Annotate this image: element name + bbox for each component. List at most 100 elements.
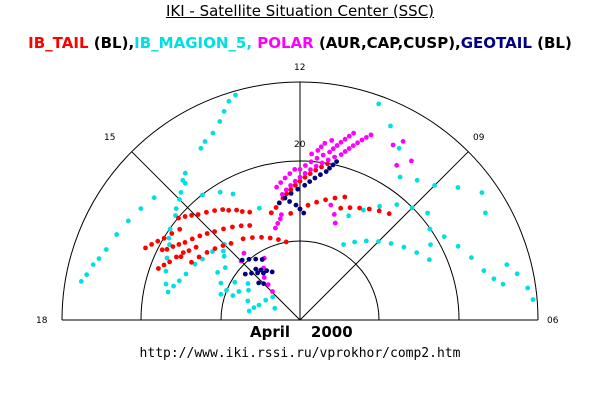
point-ib-magion-5-65 [361,207,366,213]
point-ib-tail-10 [170,244,176,250]
point-geotail-13 [293,202,299,208]
point-polar-38 [318,144,324,150]
point-polar-55 [409,158,414,164]
point-ib-magion-5-96 [200,192,205,198]
point-geotail-3 [295,186,301,192]
point-polar-12 [342,149,348,154]
point-polar-25 [330,146,336,152]
legend-geotail-region: (BL) [531,34,572,52]
legend-ib-tail: IB_TAIL [28,34,89,52]
point-ib-magion-5-1 [270,294,276,300]
point-ib-magion-5-44 [103,247,109,252]
point-ib-magion-5-87 [414,177,420,183]
point-ib-magion-5-35 [177,197,182,202]
point-polar-24 [327,149,332,155]
point-ib-magion-5-9 [236,289,242,294]
source-url[interactable]: http://www.iki.rssi.ru/vprokhor/comp2.ht… [139,346,461,361]
point-polar-14 [350,143,356,149]
polar-grid [61,81,539,321]
point-polar-43 [277,216,283,222]
point-ib-tail-11 [164,246,170,252]
point-geotail-19 [242,271,248,277]
point-polar-44 [279,212,284,218]
point-ib-tail-63 [319,164,324,170]
point-polar-19 [297,166,303,172]
point-ib-tail-25 [212,208,218,214]
point-polar-3 [292,178,298,184]
point-polar-22 [314,155,320,161]
point-ib-magion-5-73 [441,234,447,240]
point-ib-magion-5-38 [180,177,186,183]
point-ib-magion-5-81 [525,285,531,291]
point-ib-magion-5-64 [346,213,351,219]
point-ib-magion-5-23 [183,271,189,277]
point-geotail-26 [258,267,264,273]
point-ib-magion-5-79 [504,262,510,267]
point-ib-magion-5-25 [171,283,177,289]
point-ib-tail-53 [347,205,353,211]
point-ib-magion-5-69 [425,210,430,216]
point-geotail-11 [334,159,339,165]
point-geotail-23 [239,257,245,263]
point-ib-tail-74 [259,234,264,240]
legend-polar: POLAR [252,34,314,52]
point-ib-tail-44 [178,254,184,260]
point-polar-48 [265,282,271,287]
point-polar-7 [313,163,319,169]
point-ib-tail-20 [247,209,253,215]
point-ib-magion-5-47 [84,272,90,278]
point-ib-tail-6 [197,233,203,239]
point-geotail-5 [307,179,313,185]
point-ib-magion-5-18 [221,248,226,254]
point-ib-tail-3 [221,226,226,232]
point-polar-15 [355,140,360,146]
point-ib-tail-70 [189,259,194,265]
point-polar-6 [308,167,313,173]
point-polar-28 [342,136,348,142]
point-ib-magion-5-4 [251,305,257,311]
legend-geotail: GEOTAIL [460,34,532,52]
point-polar-53 [390,142,396,148]
point-ib-magion-5-11 [232,279,238,285]
point-ib-magion-5-14 [218,280,224,286]
point-polar-27 [338,139,344,145]
point-polar-18 [368,132,374,138]
point-polar-36 [309,151,314,157]
point-ib-tail-54 [357,205,362,211]
point-ib-magion-5-84 [479,190,485,196]
mlt-label-18: 18 [36,316,48,326]
mlt-label-12: 12 [294,63,305,73]
point-ib-magion-5-36 [178,190,184,195]
point-ib-magion-5-26 [165,289,171,295]
point-ib-magion-5-41 [138,206,144,212]
point-polar-39 [322,140,328,146]
point-ib-magion-5-6 [245,298,251,304]
point-polar-26 [334,143,340,148]
point-ib-magion-5-85 [455,185,461,190]
point-ib-tail-45 [288,211,294,216]
point-geotail-18 [249,270,254,276]
point-ib-magion-5-46 [90,262,96,267]
ring-label: 20 [294,140,306,150]
legend-polar-region: (AUR,CAP,CUSP), [313,34,461,52]
point-ib-tail-43 [186,248,192,254]
point-ib-magion-5-60 [388,241,394,246]
point-polar-57 [241,250,247,256]
point-ib-tail-55 [366,206,372,212]
point-ib-tail-38 [174,254,179,260]
point-ib-magion-5-24 [176,278,182,284]
point-ib-tail-1 [238,223,244,229]
point-geotail-8 [323,169,329,175]
point-geotail-7 [318,172,323,178]
point-geotail-6 [312,175,318,181]
point-polar-29 [346,133,352,139]
point-geotail-28 [261,281,266,286]
point-ib-magion-5-75 [469,255,474,260]
point-polar-0 [279,192,285,197]
point-ib-magion-5-7 [246,287,251,293]
point-ib-magion-5-61 [401,244,407,250]
point-ib-tail-13 [268,210,274,216]
data-points [78,92,536,314]
point-ib-magion-5-51 [210,130,216,136]
point-ib-tail-4 [212,229,218,235]
